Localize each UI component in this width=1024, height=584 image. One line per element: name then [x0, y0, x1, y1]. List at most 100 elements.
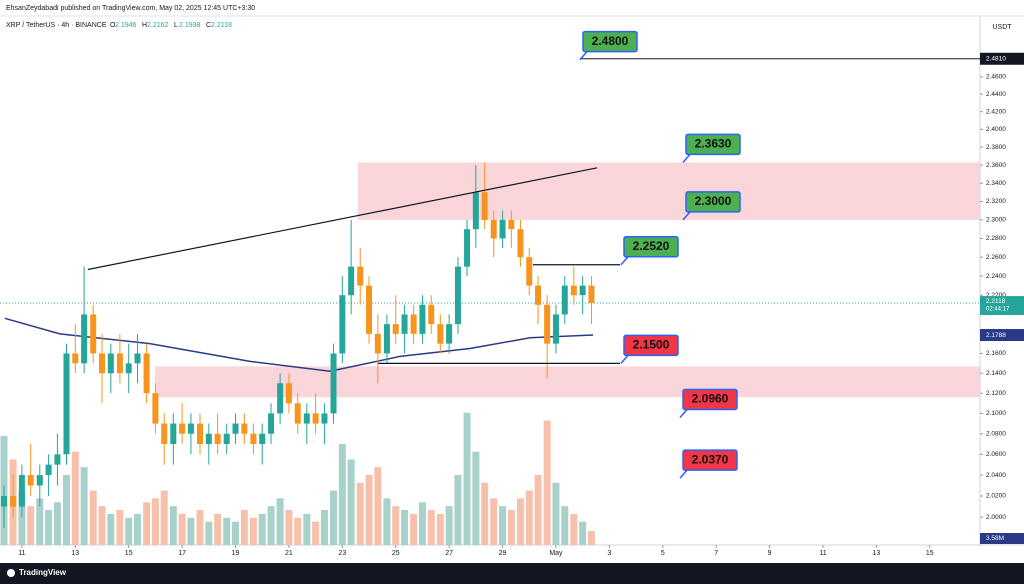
volume-bar: [187, 517, 195, 545]
y-tick-label: 2.1400: [986, 370, 1006, 377]
y-tick-label: 2.0000: [986, 514, 1006, 521]
candle-body: [277, 383, 284, 414]
volume-bar: [418, 502, 426, 545]
candle-body: [18, 475, 25, 507]
y-tick-label: 2.0200: [986, 493, 1006, 500]
volume-bar: [223, 517, 231, 545]
volume-bar: [214, 513, 222, 545]
volume-bar: [294, 517, 302, 545]
candle-body: [152, 393, 159, 424]
candle-body: [348, 266, 355, 296]
y-tick-label: 2.4600: [986, 74, 1006, 81]
candle-body: [81, 314, 88, 364]
y-tick-label: 2.4400: [986, 91, 1006, 98]
callout-label: 2.2520: [633, 239, 670, 253]
volume-bar: [71, 451, 79, 545]
x-tick-label: 23: [338, 550, 346, 557]
x-tick-label: 19: [232, 550, 240, 557]
volume-bar: [285, 510, 293, 545]
candle-body: [490, 219, 497, 239]
volume-bar: [232, 521, 240, 545]
level-tag: [980, 52, 1024, 65]
volume-bar: [338, 443, 346, 545]
volume-bar: [516, 498, 524, 545]
price-tag-label: 2.2118: [986, 298, 1006, 305]
ohlc-key: C: [206, 22, 211, 29]
candle-body: [312, 413, 319, 424]
callout-label: 2.1500: [633, 338, 670, 352]
volume-bar: [463, 412, 471, 545]
volume-bar: [267, 506, 275, 545]
y-tick-label: 2.3800: [986, 144, 1006, 151]
y-tick-label: 2.1600: [986, 350, 1006, 357]
callout-pointer: [620, 354, 629, 364]
drawn-line: [87, 167, 598, 271]
candle-body: [10, 496, 17, 507]
price-tag-countdown: 02:44:17: [986, 307, 1010, 313]
volume-bar: [543, 420, 551, 545]
candle-body: [72, 353, 79, 364]
candle-body: [446, 324, 453, 344]
candle-body: [99, 353, 106, 374]
callout-label: 2.3630: [695, 137, 732, 151]
x-tick-label: 15: [926, 550, 934, 557]
price-tag: [980, 296, 1024, 316]
volume-bar: [107, 513, 115, 545]
callout-box: [682, 449, 738, 471]
candle-body: [232, 423, 239, 434]
volume-bar: [303, 513, 311, 545]
x-tick-label: 11: [819, 550, 826, 557]
volume-bar: [125, 517, 133, 545]
currency: USDT: [992, 24, 1012, 31]
candle-body: [1, 496, 8, 507]
x-tick-label: 25: [392, 550, 400, 557]
symbol: XRP / TetherUS · 4h · BINANCE: [6, 22, 107, 29]
ohlc-key: H: [142, 22, 147, 29]
callout-label: 2.0370: [692, 452, 729, 466]
callout-label: 2.4800: [592, 34, 629, 48]
candle-body: [526, 257, 533, 286]
volume-bar: [258, 513, 266, 545]
candle-body: [205, 433, 212, 444]
volume-bar: [320, 510, 328, 545]
candle-body: [179, 423, 186, 434]
x-tick-label: 11: [18, 550, 25, 557]
candle-body: [339, 295, 346, 354]
volume-bar: [53, 502, 61, 545]
volume-bar: [534, 475, 542, 545]
y-tick-label: 2.0400: [986, 472, 1006, 479]
candle-body: [499, 219, 506, 239]
y-tick-label: 2.1200: [986, 390, 1006, 397]
volume-bar: [169, 506, 177, 545]
brand-logo: [7, 569, 15, 577]
candle-body: [544, 304, 551, 344]
candle-body: [535, 285, 542, 305]
y-tick-label: 2.0800: [986, 430, 1006, 437]
candle-body: [392, 324, 399, 334]
candle-body: [383, 324, 390, 354]
volume-bar: [18, 490, 26, 545]
ohlc-key: O: [110, 22, 116, 29]
volume-bar: [561, 506, 569, 545]
callout-label: 2.3000: [695, 194, 732, 208]
volume-bar: [481, 482, 489, 545]
candle-body: [428, 304, 435, 325]
volume-bar: [570, 513, 578, 545]
x-tick-label: 3: [607, 550, 611, 557]
volume-bar: [196, 510, 204, 545]
candle-body: [481, 192, 488, 220]
candle-body: [472, 192, 479, 230]
plot-area: [0, 58, 980, 545]
y-tick-label: 2.0600: [986, 451, 1006, 458]
callout-box: [582, 30, 638, 53]
callout-pointer: [679, 408, 688, 418]
x-tick-label: 5: [661, 550, 665, 557]
candle-body: [259, 433, 266, 444]
x-tick-label: 7: [714, 550, 718, 557]
volume-bar: [62, 475, 70, 545]
volume-bar: [151, 498, 159, 545]
candle-body: [223, 433, 230, 444]
candle-body: [268, 413, 275, 434]
moving-average: [4, 317, 594, 373]
callout-box: [623, 235, 679, 258]
